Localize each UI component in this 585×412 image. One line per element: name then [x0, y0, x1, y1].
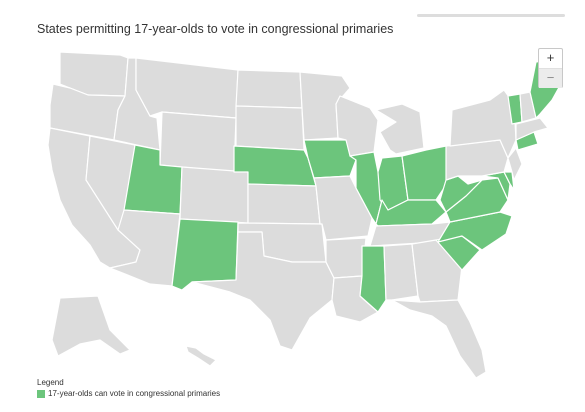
legend-item-label: 17-year-olds can vote in congressional p… [48, 389, 221, 398]
state-hi[interactable] [185, 345, 217, 367]
zoom-in-button[interactable]: + [539, 49, 562, 69]
zoom-out-button[interactable]: − [539, 69, 562, 88]
state-nm[interactable] [171, 218, 239, 291]
zoom-control: + − [538, 48, 563, 88]
state-mi[interactable] [375, 103, 425, 155]
state-wv[interactable] [439, 175, 483, 213]
legend-item: 17-year-olds can vote in congressional p… [37, 389, 220, 398]
state-nj[interactable] [507, 147, 523, 181]
state-ma[interactable] [515, 117, 549, 141]
state-fl[interactable] [391, 299, 487, 379]
state-wy[interactable] [159, 111, 237, 173]
state-ak[interactable] [51, 295, 131, 357]
state-ks[interactable] [247, 183, 321, 225]
top-divider [417, 14, 565, 17]
state-ky[interactable] [375, 199, 447, 227]
state-al[interactable] [383, 243, 419, 301]
state-nd[interactable] [235, 69, 303, 109]
state-tx[interactable] [191, 231, 335, 351]
state-sd[interactable] [235, 105, 305, 151]
map-title: States permitting 17-year-olds to vote i… [37, 22, 394, 36]
legend-title: Legend [37, 378, 64, 387]
state-ar[interactable] [325, 237, 367, 279]
state-co[interactable] [179, 166, 249, 224]
legend-swatch [37, 389, 45, 398]
state-mt[interactable] [135, 57, 239, 119]
state-de[interactable] [503, 171, 515, 191]
